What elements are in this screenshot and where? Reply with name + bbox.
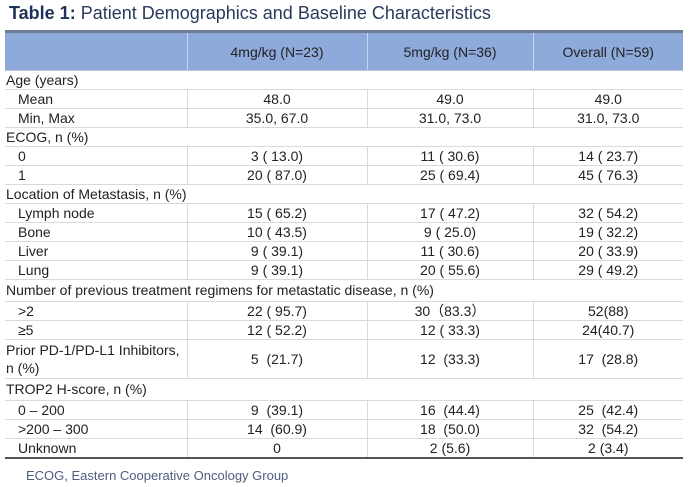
row-label: >200 – 300 <box>5 419 187 439</box>
cell-overall: 25 (42.4) <box>532 400 683 420</box>
section-row: Age (years) <box>5 70 683 90</box>
row-label: Liver <box>5 241 187 261</box>
header-blank <box>5 30 187 71</box>
row-label: Unknown <box>5 438 187 459</box>
table-row: Mean 48.0 49.0 49.0 <box>5 89 683 109</box>
row-label: Lung <box>5 260 187 280</box>
cell-4mg: 9 (39.1) <box>186 400 367 420</box>
cell-overall: 32 ( 54.2) <box>532 203 683 223</box>
row-label: TROP2 H-score, n (%) <box>5 378 683 401</box>
cell-overall: 17 (28.8) <box>532 339 683 379</box>
table-row: ≥5 12 ( 52.2) 12 ( 33.3) 24(40.7) <box>5 320 683 340</box>
row-label: >2 <box>5 301 187 321</box>
table-row: Min, Max 35.0, 67.0 31.0, 73.0 31.0, 73.0 <box>5 108 683 128</box>
cell-5mg: 30（83.3） <box>366 301 533 321</box>
header-4mg: 4mg/kg (N=23) <box>186 30 367 71</box>
table-body: Age (years) Mean 48.0 49.0 49.0 Min, Max 35.0,… <box>5 70 683 459</box>
cell-overall: 20 ( 33.9) <box>532 241 683 261</box>
cell-4mg: 22 ( 95.7) <box>186 301 367 321</box>
cell-overall: 52(88) <box>532 301 683 321</box>
cell-5mg: 17 ( 47.2) <box>366 203 533 223</box>
table-caption: Patient Demographics and Baseline Charac… <box>75 3 491 23</box>
cell-overall: 45 ( 76.3) <box>532 165 683 185</box>
row-label: Location of Metastasis, n (%) <box>5 184 683 204</box>
row-label: Prior PD-1/PD-L1 Inhibitors, n (%) <box>5 339 187 379</box>
table-number: Table 1: <box>9 3 76 23</box>
cell-4mg: 9 ( 39.1) <box>186 241 367 261</box>
cell-overall: 32 (54.2) <box>532 419 683 439</box>
table-row: Lung 9 ( 39.1) 20 ( 55.6) 29 ( 49.2) <box>5 260 683 280</box>
cell-5mg: 9 ( 25.0) <box>366 222 533 242</box>
table-row: Prior PD-1/PD-L1 Inhibitors, n (%) 5 (21.… <box>5 339 683 379</box>
cell-4mg: 9 ( 39.1) <box>186 260 367 280</box>
cell-overall: 29 ( 49.2) <box>532 260 683 280</box>
cell-4mg: 35.0, 67.0 <box>186 108 367 128</box>
cell-5mg: 31.0, 73.0 <box>366 108 533 128</box>
row-label: Bone <box>5 222 187 242</box>
cell-5mg: 2 (5.6) <box>366 438 533 459</box>
table-row: 0 – 200 9 (39.1) 16 (44.4) 25 (42.4) <box>5 400 683 420</box>
row-label: 0 <box>5 146 187 166</box>
cell-overall: 49.0 <box>532 89 683 109</box>
cell-5mg: 11 ( 30.6) <box>366 241 533 261</box>
cell-5mg: 18 (50.0) <box>366 419 533 439</box>
row-label: Min, Max <box>5 108 187 128</box>
row-label: 1 <box>5 165 187 185</box>
cell-5mg: 12 (33.3) <box>366 339 533 379</box>
cell-4mg: 48.0 <box>186 89 367 109</box>
row-label: 0 – 200 <box>5 400 187 420</box>
cell-4mg: 5 (21.7) <box>186 339 367 379</box>
cell-4mg: 3 ( 13.0) <box>186 146 367 166</box>
cell-overall: 2 (3.4) <box>532 438 683 459</box>
section-row: Number of previous treatment regimens fo… <box>5 279 683 302</box>
header-row: 4mg/kg (N=23) 5mg/kg (N=36) Overall (N=5… <box>5 30 683 71</box>
demographics-table: 4mg/kg (N=23) 5mg/kg (N=36) Overall (N=5… <box>5 30 683 459</box>
cell-overall: 19 ( 32.2) <box>532 222 683 242</box>
cell-overall: 24(40.7) <box>532 320 683 340</box>
table-title: Table 1: Patient Demographics and Baseli… <box>9 3 491 24</box>
row-label: Lymph node <box>5 203 187 223</box>
cell-5mg: 20 ( 55.6) <box>366 260 533 280</box>
cell-4mg: 14 (60.9) <box>186 419 367 439</box>
row-label: Mean <box>5 89 187 109</box>
table-row: Bone 10 ( 43.5) 9 ( 25.0) 19 ( 32.2) <box>5 222 683 242</box>
cell-5mg: 11 ( 30.6) <box>366 146 533 166</box>
table-row: >200 – 300 14 (60.9) 18 (50.0) 32 (54.2) <box>5 419 683 439</box>
row-label: Age (years) <box>5 70 683 90</box>
header-overall: Overall (N=59) <box>532 30 683 71</box>
header-5mg: 5mg/kg (N=36) <box>366 30 533 71</box>
cell-5mg: 49.0 <box>366 89 533 109</box>
cell-4mg: 15 ( 65.2) <box>186 203 367 223</box>
cell-5mg: 16 (44.4) <box>366 400 533 420</box>
row-label: ECOG, n (%) <box>5 127 683 147</box>
table-row: 1 20 ( 87.0) 25 ( 69.4) 45 ( 76.3) <box>5 165 683 185</box>
table-row: Unknown 0 2 (5.6) 2 (3.4) <box>5 438 683 459</box>
cell-4mg: 12 ( 52.2) <box>186 320 367 340</box>
cell-4mg: 20 ( 87.0) <box>186 165 367 185</box>
cell-4mg: 0 <box>186 438 367 459</box>
footnote: ECOG, Eastern Cooperative Oncology Group <box>26 468 289 483</box>
cell-5mg: 25 ( 69.4) <box>366 165 533 185</box>
row-label: Number of previous treatment regimens fo… <box>5 279 683 302</box>
section-row: ECOG, n (%) <box>5 127 683 147</box>
cell-overall: 14 ( 23.7) <box>532 146 683 166</box>
section-row: Location of Metastasis, n (%) <box>5 184 683 204</box>
table-row: Lymph node 15 ( 65.2) 17 ( 47.2) 32 ( 54.2) <box>5 203 683 223</box>
row-label: ≥5 <box>5 320 187 340</box>
cell-overall: 31.0, 73.0 <box>532 108 683 128</box>
table-row: >2 22 ( 95.7) 30（83.3） 52(88) <box>5 301 683 321</box>
cell-5mg: 12 ( 33.3) <box>366 320 533 340</box>
section-row: TROP2 H-score, n (%) <box>5 378 683 401</box>
cell-4mg: 10 ( 43.5) <box>186 222 367 242</box>
table-row: Liver 9 ( 39.1) 11 ( 30.6) 20 ( 33.9) <box>5 241 683 261</box>
